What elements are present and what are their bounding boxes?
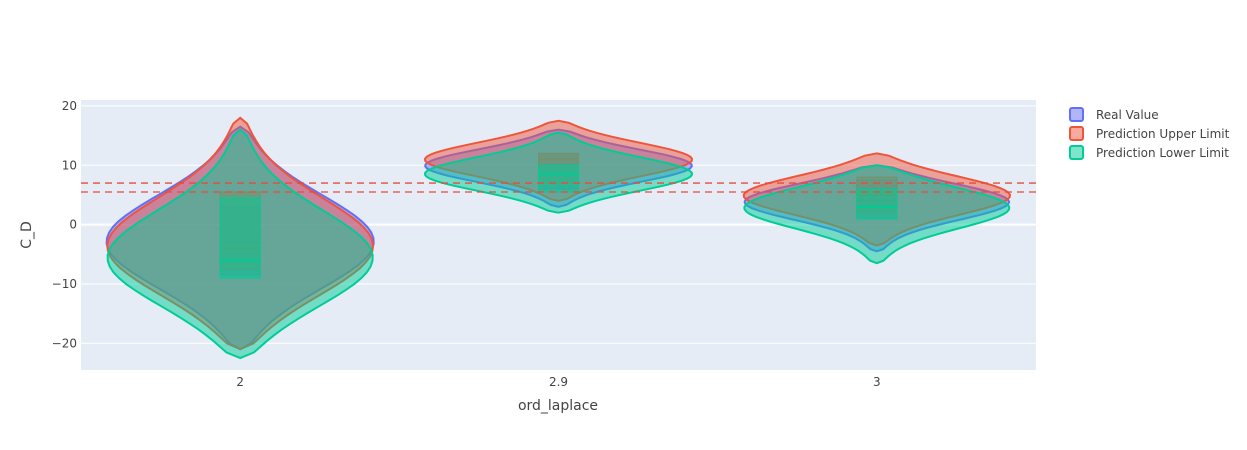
y-tick-label: 20 [62, 99, 77, 113]
x-tick-label: 2 [236, 375, 244, 389]
y-tick-label: −10 [52, 277, 77, 291]
x-axis-title: ord_laplace [518, 398, 598, 414]
legend-item[interactable]: Prediction Upper Limit [1069, 126, 1230, 141]
reference-lines [81, 182, 1036, 193]
x-axis-ticks: 2 2.9 3 [236, 375, 880, 389]
legend[interactable]: Real Value Prediction Upper Limit Predicti… [1069, 107, 1230, 160]
legend-label: Real Value [1096, 108, 1159, 122]
legend-label: Prediction Lower Limit [1096, 146, 1229, 160]
x-tick-label: 2.9 [549, 375, 568, 389]
violin-box [538, 164, 579, 193]
legend-item[interactable]: Prediction Lower Limit [1069, 145, 1229, 160]
y-tick-label: 0 [69, 218, 77, 232]
legend-swatch [1069, 145, 1084, 160]
legend-label: Prediction Upper Limit [1096, 127, 1230, 141]
violin-box [219, 197, 261, 279]
legend-swatch [1069, 126, 1084, 141]
violin-box [856, 188, 898, 220]
x-tick-label: 3 [873, 375, 881, 389]
legend-item[interactable]: Real Value [1069, 107, 1159, 122]
violins [105, 116, 1012, 360]
y-tick-label: −20 [52, 336, 77, 350]
y-axis-title: C_D [19, 221, 35, 249]
legend-swatch [1069, 107, 1084, 122]
y-axis-ticks: 20 10 0 −10 −20 [52, 99, 77, 350]
y-tick-label: 10 [62, 158, 77, 172]
